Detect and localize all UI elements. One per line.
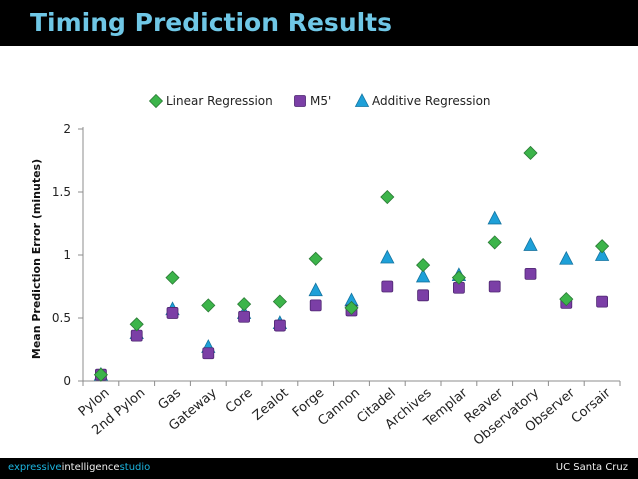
footer-brand-part-3: studio — [119, 462, 151, 473]
legend-label: Linear Regression — [166, 94, 273, 108]
data-point — [416, 258, 431, 273]
data-point — [487, 235, 502, 250]
data-point — [523, 145, 538, 161]
x-tick-label: Zealot — [250, 386, 291, 424]
data-point — [523, 237, 538, 251]
data-point — [559, 250, 574, 265]
footer-brand-part-2: intelligence — [61, 462, 120, 473]
title-bar: Timing Prediction Results — [0, 0, 638, 46]
data-point — [165, 270, 180, 285]
data-point — [524, 267, 537, 280]
legend-marker — [148, 93, 164, 109]
y-tick-label: 1 — [63, 248, 71, 262]
data-point — [488, 280, 501, 293]
data-point — [166, 307, 179, 319]
data-point — [344, 300, 359, 315]
data-point — [273, 319, 286, 332]
data-point — [202, 347, 215, 360]
data-point — [381, 280, 394, 293]
data-point — [129, 317, 144, 332]
footer-bar: expressiveintelligencestudio UC Santa Cr… — [0, 458, 638, 479]
data-point — [415, 268, 431, 283]
footer-brand: expressiveintelligencestudio — [8, 462, 150, 473]
data-point — [596, 295, 608, 308]
legend-label: Additive Regression — [372, 94, 491, 108]
chart-legend: Linear Regression M5' Additive Regression — [148, 93, 491, 109]
data-point — [380, 249, 395, 264]
data-point — [272, 294, 287, 309]
data-point — [309, 299, 322, 312]
data-point — [238, 310, 251, 323]
data-point — [237, 297, 252, 312]
slide-title: Timing Prediction Results — [30, 8, 393, 37]
data-point — [201, 298, 216, 313]
legend-label: M5' — [310, 94, 331, 108]
footer-institution: UC Santa Cruz — [555, 462, 628, 473]
y-axis-title: Mean Prediction Error (minutes) — [30, 159, 43, 359]
data-point — [595, 239, 610, 254]
chart-marks — [93, 145, 610, 382]
x-tick-label: Corsair — [569, 385, 614, 427]
legend-marker — [354, 93, 370, 107]
data-point — [308, 251, 323, 266]
data-point — [451, 270, 466, 285]
data-point — [93, 367, 108, 382]
x-tick-label: Gas — [155, 385, 184, 413]
data-point — [594, 247, 610, 261]
data-point — [417, 289, 430, 302]
legend-marker — [294, 95, 306, 107]
data-point — [487, 210, 502, 225]
data-point — [380, 189, 395, 205]
data-point — [559, 292, 574, 307]
data-point — [308, 282, 323, 297]
data-point — [130, 329, 143, 342]
y-tick-label: 1.5 — [52, 185, 71, 199]
y-tick-label: 2 — [63, 122, 71, 136]
footer-brand-part-1: expressive — [8, 462, 62, 473]
scatter-chart: Linear Regression M5' Additive Regression … — [30, 93, 621, 449]
y-tick-label: 0.5 — [52, 311, 71, 325]
y-tick-label: 0 — [63, 374, 71, 388]
